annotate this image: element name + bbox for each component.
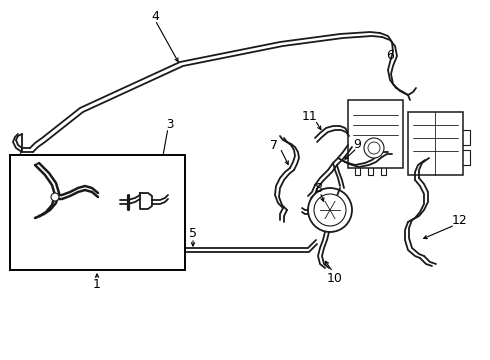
Text: 3: 3 [166,117,173,131]
Bar [408,112,463,175]
Circle shape [368,142,380,154]
Text: 1: 1 [93,278,101,291]
Circle shape [51,193,59,201]
Circle shape [308,188,352,232]
Text: 5: 5 [189,226,197,239]
Bar [348,100,403,168]
Text: 4: 4 [151,9,159,23]
Text: 8: 8 [314,181,322,194]
Text: 10: 10 [327,271,343,284]
Text: 6: 6 [386,49,394,62]
Text: 11: 11 [302,109,318,122]
Circle shape [314,194,346,226]
Bar [10,155,185,270]
Text: 7: 7 [270,139,278,152]
Text: 2: 2 [31,224,39,237]
Circle shape [364,138,384,158]
Text: 12: 12 [452,213,468,226]
Text: 9: 9 [353,138,361,150]
